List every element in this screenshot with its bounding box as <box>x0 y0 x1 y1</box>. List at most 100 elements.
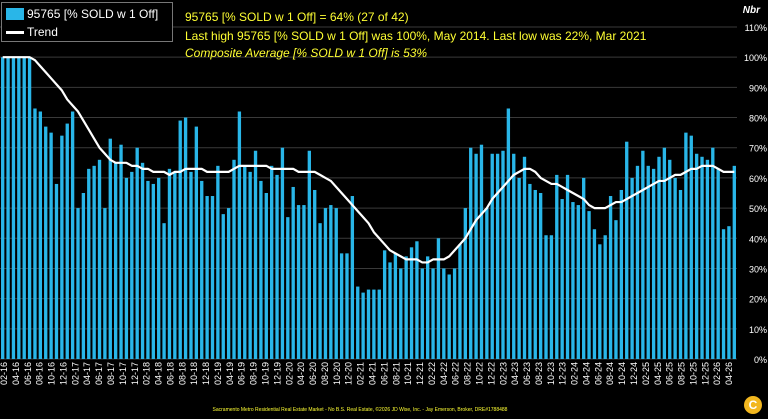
legend-bar-swatch <box>6 8 24 20</box>
x-tick-label: 06-20 <box>308 362 318 385</box>
bar <box>603 235 607 359</box>
bar <box>157 177 161 359</box>
bar <box>732 165 736 359</box>
y-tick-label: 80% <box>749 114 767 124</box>
bar <box>253 150 258 359</box>
x-tick-label: 10-25 <box>688 362 698 385</box>
bar <box>382 250 387 359</box>
y-tick-label: 110% <box>745 23 767 33</box>
bar <box>38 111 43 359</box>
x-tick-label: 12-24 <box>629 362 639 385</box>
bar <box>205 196 209 359</box>
bar <box>614 220 618 359</box>
y-tick-label: 60% <box>749 174 767 184</box>
bar <box>512 153 516 359</box>
y-tick-label: 100% <box>744 53 767 63</box>
bar <box>232 159 236 359</box>
bar <box>641 150 645 359</box>
bar <box>668 159 672 359</box>
x-tick-label: 12-17 <box>130 362 140 385</box>
x-tick-label: 02-24 <box>570 362 580 385</box>
bar <box>705 159 710 359</box>
legend-item-trend: Trend <box>6 24 58 40</box>
trend-line <box>2 56 735 264</box>
bar <box>377 289 381 359</box>
bar <box>339 253 344 359</box>
bar <box>140 162 145 359</box>
legend-trend-swatch <box>6 30 24 34</box>
legend-item-series: 95765 [% SOLD w 1 Off] <box>6 6 158 22</box>
x-tick-label: 06-23 <box>522 362 532 385</box>
x-tick-label: 04-25 <box>653 362 663 385</box>
brand-logo-icon: C <box>744 396 762 414</box>
info-current-value: 95765 [% SOLD w 1 Off] = 64% (27 of 42) <box>185 10 409 24</box>
bar <box>625 141 629 359</box>
bar <box>334 208 338 359</box>
x-tick-label: 08-22 <box>463 362 473 385</box>
x-tick-label: 10-21 <box>403 362 413 385</box>
x-tick-label: 08-20 <box>320 362 330 385</box>
bar <box>372 289 376 359</box>
bar <box>538 193 543 359</box>
x-tick-label: 06-24 <box>593 362 603 385</box>
x-tick-label: 04-19 <box>225 362 235 385</box>
y-tick-label: 0% <box>754 355 767 365</box>
y-tick-label: 70% <box>749 144 767 154</box>
x-tick-label: 06-22 <box>451 362 461 385</box>
bar <box>200 180 204 359</box>
bar <box>646 165 650 359</box>
bar <box>92 165 96 359</box>
bar <box>571 202 575 359</box>
x-tick-label: 12-22 <box>486 362 496 385</box>
bar <box>167 168 172 359</box>
bar <box>549 235 554 359</box>
bar <box>189 171 193 359</box>
bar <box>178 120 182 360</box>
x-tick-label: 06-21 <box>379 362 389 385</box>
bar <box>409 247 414 359</box>
bar <box>366 289 371 359</box>
bar <box>700 156 704 359</box>
bar <box>555 174 559 359</box>
bar <box>361 292 365 359</box>
bar <box>135 147 139 359</box>
bar <box>280 147 285 359</box>
bar <box>329 205 333 359</box>
y-tick-label: 90% <box>749 83 767 93</box>
bar <box>350 196 355 359</box>
bar <box>323 208 328 359</box>
x-tick-label: 10-24 <box>617 362 627 385</box>
x-tick-label: 04-24 <box>581 362 591 385</box>
bar <box>388 262 392 359</box>
bar <box>318 223 322 359</box>
bar <box>194 126 199 359</box>
bar <box>124 177 129 359</box>
bar <box>103 208 107 359</box>
bar <box>415 241 419 359</box>
x-tick-label: 04-21 <box>368 362 378 385</box>
bar <box>452 268 457 359</box>
bar <box>517 177 521 359</box>
y-tick-label: 20% <box>749 295 767 305</box>
bar <box>264 193 268 359</box>
x-tick-label: 06-18 <box>165 362 175 385</box>
bar <box>151 183 155 359</box>
bar <box>716 168 720 359</box>
x-tick-label: 04-17 <box>82 362 92 385</box>
chart-legend: 95765 [% SOLD w 1 Off] Trend <box>1 2 173 42</box>
bar <box>183 117 188 359</box>
x-tick-label: 04-20 <box>296 362 306 385</box>
bar <box>270 165 274 359</box>
bar <box>87 168 91 359</box>
x-tick-label: 10-18 <box>189 362 199 385</box>
bar <box>544 235 548 359</box>
x-tick-label: 02-23 <box>498 362 508 385</box>
bar <box>608 196 613 359</box>
bar <box>463 208 467 359</box>
bar <box>501 150 505 359</box>
bar <box>76 208 80 359</box>
info-composite-average: Composite Average [% SOLD w 1 Off] is 53… <box>185 46 428 60</box>
bar <box>286 217 290 359</box>
bar <box>356 286 360 359</box>
y-tick-label: 30% <box>749 264 767 274</box>
